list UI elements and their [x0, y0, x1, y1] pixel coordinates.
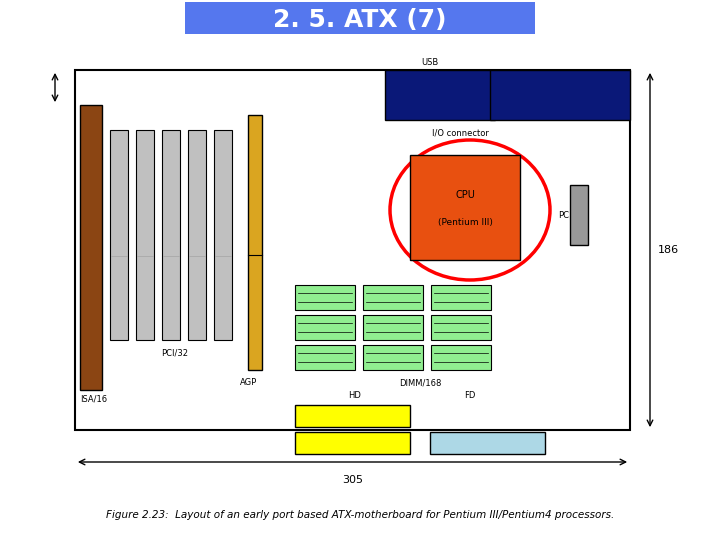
Bar [430, 432, 545, 454]
Bar [363, 315, 423, 340]
Text: FD: FD [464, 391, 476, 400]
Bar [570, 185, 588, 245]
Text: (Pentium III): (Pentium III) [438, 218, 492, 227]
Bar [431, 285, 491, 310]
Bar [363, 285, 423, 310]
Text: DIMM/168: DIMM/168 [399, 378, 441, 387]
Text: PCI/32: PCI/32 [161, 348, 189, 357]
Bar [110, 130, 128, 340]
Bar [214, 130, 232, 340]
Bar [295, 315, 355, 340]
Bar [410, 155, 520, 260]
Text: PC: PC [558, 211, 569, 219]
Text: 305: 305 [342, 475, 363, 485]
Text: CPU: CPU [455, 190, 475, 200]
Text: HD: HD [348, 391, 361, 400]
Text: USB: USB [421, 58, 438, 67]
Text: I/O connector: I/O connector [431, 128, 488, 137]
Bar [295, 285, 355, 310]
Bar [80, 105, 102, 390]
Bar [162, 130, 180, 340]
Bar [295, 345, 355, 370]
Bar [363, 345, 423, 370]
Bar [295, 432, 410, 454]
Bar [385, 70, 495, 120]
Bar [295, 405, 410, 427]
Bar [248, 115, 262, 370]
Text: ISA/16: ISA/16 [80, 395, 107, 404]
Bar [188, 130, 206, 340]
Bar [75, 70, 630, 430]
Bar [185, 2, 535, 34]
Text: Figure 2.23:  Layout of an early port based ATX-motherboard for Pentium III/Pent: Figure 2.23: Layout of an early port bas… [106, 510, 614, 520]
Bar [431, 315, 491, 340]
Bar [136, 130, 154, 340]
Text: 2. 5. ATX (7): 2. 5. ATX (7) [274, 8, 446, 32]
Text: AGP: AGP [240, 378, 257, 387]
Bar [490, 70, 630, 120]
Text: 186: 186 [658, 245, 679, 255]
Bar [431, 345, 491, 370]
